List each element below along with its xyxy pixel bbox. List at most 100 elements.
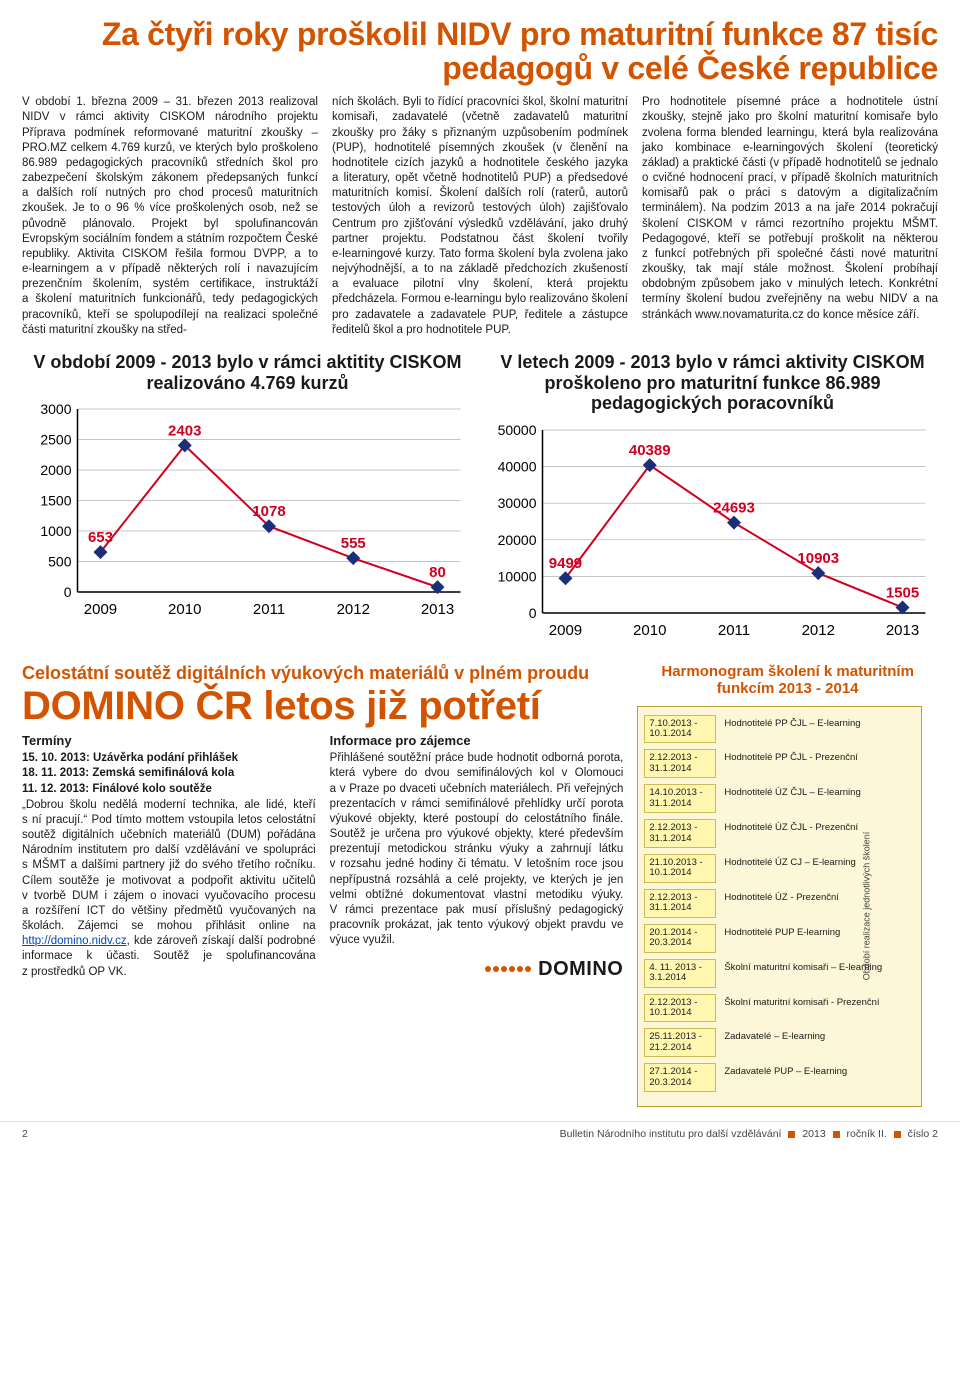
harmonogram-box: 7.10.2013 - 10.1.2014 Hodnotitelé PP ČJL … bbox=[637, 706, 922, 1108]
svg-text:1505: 1505 bbox=[886, 584, 919, 601]
harmonogram-item-label: Hodnotitelé PP ČJL - Prezenční bbox=[724, 749, 915, 763]
svg-text:1500: 1500 bbox=[40, 493, 71, 509]
harmonogram-item-date: 7.10.2013 - 10.1.2014 bbox=[644, 715, 716, 744]
svg-text:40389: 40389 bbox=[629, 442, 671, 459]
domino-link[interactable]: http://domino.nidv.cz bbox=[22, 935, 127, 947]
harmonogram-item: 7.10.2013 - 10.1.2014 Hodnotitelé PP ČJL … bbox=[644, 715, 915, 744]
harmonogram-item-date: 27.1.2014 - 20.3.2014 bbox=[644, 1063, 716, 1092]
svg-text:2011: 2011 bbox=[253, 601, 285, 618]
svg-text:0: 0 bbox=[64, 584, 72, 600]
svg-text:555: 555 bbox=[341, 535, 366, 552]
footer-page-number: 2 bbox=[22, 1128, 28, 1140]
svg-text:2010: 2010 bbox=[168, 601, 201, 618]
harmonogram-item-label: Hodnotitelé ÚZ ČJL – E-learning bbox=[724, 784, 915, 798]
domino-subhead: Celostátní soutěž digitálních výukových … bbox=[22, 663, 623, 684]
harmonogram-item-date: 14.10.2013 - 31.1.2014 bbox=[644, 784, 716, 813]
domino-title: DOMINO ČR letos již potřetí bbox=[22, 686, 623, 726]
harmonogram-item: 4. 11. 2013 - 3.1.2014Školní maturitní k… bbox=[644, 959, 915, 988]
main-headline: Za čtyři roky proškolil NIDV pro maturit… bbox=[22, 18, 938, 85]
footer-cislo: číslo 2 bbox=[908, 1128, 938, 1140]
harmonogram-item-date: 2.12.2013 - 31.1.2014 bbox=[644, 889, 716, 918]
footer-bulletin: Bulletin Národního institutu pro další v… bbox=[560, 1128, 782, 1140]
svg-text:2011: 2011 bbox=[718, 622, 750, 639]
svg-text:3000: 3000 bbox=[40, 401, 71, 417]
svg-text:2403: 2403 bbox=[168, 423, 201, 440]
svg-text:1078: 1078 bbox=[252, 504, 285, 521]
harmonogram-item: 20.1.2014 - 20.3.2014 Hodnotitelé PUP E-l… bbox=[644, 924, 915, 953]
svg-text:2009: 2009 bbox=[84, 601, 117, 618]
domino-terms-head: Termíny bbox=[22, 732, 316, 749]
svg-text:500: 500 bbox=[48, 554, 72, 570]
domino-col2-text: Přihlášené soutěžní práce bude hodnotit … bbox=[330, 751, 624, 948]
domino-terms: 15. 10. 2013: Uzávěrka podání přihlášek … bbox=[22, 751, 316, 797]
harmonogram-item-date: 21.10.2013 - 10.1.2014 bbox=[644, 854, 716, 883]
harmonogram-section: Harmonogram školení k maturitním funkcím… bbox=[637, 663, 938, 1107]
article-text-2: ních školách. Byli to řídící pracovníci … bbox=[332, 95, 628, 338]
article-col-2: ních školách. Byli to řídící pracovníci … bbox=[332, 95, 628, 338]
chart-kurzy-title: V období 2009 - 2013 bylo v rámci aktiti… bbox=[22, 352, 473, 393]
chart-pedagogove-svg: 0 10000 20000 30000 40000 50000 9499 40389 24693… bbox=[487, 420, 938, 645]
svg-text:30000: 30000 bbox=[498, 495, 537, 511]
harmonogram-item: 25.11.2013 - 21.2.2014 Zadavatelé – E-lea… bbox=[644, 1028, 915, 1057]
domino-col-1: Termíny 15. 10. 2013: Uzávěrka podání př… bbox=[22, 732, 316, 983]
svg-text:10000: 10000 bbox=[498, 568, 537, 584]
svg-text:2013: 2013 bbox=[421, 601, 454, 618]
article-columns: V období 1. března 2009 – 31. březen 201… bbox=[22, 95, 938, 338]
svg-text:80: 80 bbox=[429, 564, 446, 581]
domino-section: Celostátní soutěž digitálních výukových … bbox=[22, 663, 623, 1107]
harmonogram-item-label: Zadavatelé PUP – E-learning bbox=[724, 1063, 915, 1077]
harmonogram-item: 2.12.2013 - 10.1.2014Školní maturitní ko… bbox=[644, 994, 915, 1023]
article-col-3: Pro hodnotitele písemné práce a hodnotit… bbox=[642, 95, 938, 338]
harmonogram-item-date: 20.1.2014 - 20.3.2014 bbox=[644, 924, 716, 953]
article-col-1: V období 1. března 2009 – 31. březen 201… bbox=[22, 95, 318, 338]
svg-text:2012: 2012 bbox=[337, 601, 370, 618]
harmonogram-item-label: Hodnotitelé ÚZ - Prezenční bbox=[724, 889, 915, 903]
svg-text:10903: 10903 bbox=[797, 550, 839, 567]
svg-text:2010: 2010 bbox=[633, 622, 666, 639]
harmonogram-item-label: Školní maturitní komisaři – E-learning bbox=[724, 959, 915, 973]
footer-square-icon bbox=[788, 1131, 795, 1138]
footer-square-icon bbox=[894, 1131, 901, 1138]
chart-kurzy-svg: 0 500 1000 1500 2000 2500 3000 653 2403 1078 555 80… bbox=[22, 399, 473, 624]
chart-pedagogove: V letech 2009 - 2013 bylo v rámci aktivi… bbox=[487, 352, 938, 645]
footer-year: 2013 bbox=[802, 1128, 825, 1140]
svg-text:1000: 1000 bbox=[40, 523, 71, 539]
harmonogram-item-label: Zadavatelé – E-learning bbox=[724, 1028, 915, 1042]
svg-text:653: 653 bbox=[88, 529, 113, 546]
svg-text:9499: 9499 bbox=[549, 555, 582, 572]
harmonogram-item-label: Hodnotitelé ÚZ ČJL - Prezenční bbox=[724, 819, 915, 833]
svg-text:24693: 24693 bbox=[713, 500, 755, 517]
harmonogram-item-label: Školní maturitní komisaři - Prezenční bbox=[724, 994, 915, 1008]
domino-col-2: Informace pro zájemce Přihlášené soutěžn… bbox=[330, 732, 624, 983]
harmonogram-item: 2.12.2013 - 31.1.2014 Hodnotitelé ÚZ ČJL … bbox=[644, 819, 915, 848]
domino-col1-text: „Dobrou školu nedělá moderní technika, a… bbox=[22, 799, 316, 932]
harmonogram-item-date: 2.12.2013 - 31.1.2014 bbox=[644, 749, 716, 778]
svg-text:2000: 2000 bbox=[40, 462, 71, 478]
domino-info-head: Informace pro zájemce bbox=[330, 732, 624, 749]
svg-text:2013: 2013 bbox=[886, 622, 919, 639]
footer-rocnik: ročník II. bbox=[847, 1128, 887, 1140]
harmonogram-title: Harmonogram školení k maturitním funkcím… bbox=[637, 663, 938, 698]
harmonogram-item-label: Hodnotitelé PP ČJL – E-learning bbox=[724, 715, 915, 729]
svg-text:50000: 50000 bbox=[498, 422, 537, 438]
svg-text:0: 0 bbox=[529, 605, 537, 621]
article-text-3: Pro hodnotitele písemné práce a hodnotit… bbox=[642, 95, 938, 323]
domino-logo-dots bbox=[484, 962, 532, 977]
chart-pedagogove-title: V letech 2009 - 2013 bylo v rámci aktivi… bbox=[487, 352, 938, 414]
domino-logo: DOMINO bbox=[330, 956, 624, 982]
footer-square-icon bbox=[833, 1131, 840, 1138]
domino-logo-text: DOMINO bbox=[538, 956, 623, 982]
harmonogram-item-date: 25.11.2013 - 21.2.2014 bbox=[644, 1028, 716, 1057]
svg-text:20000: 20000 bbox=[498, 532, 537, 548]
svg-text:40000: 40000 bbox=[498, 459, 537, 475]
svg-text:2500: 2500 bbox=[40, 432, 71, 448]
harmonogram-item-label: Hodnotitelé PUP E-learning bbox=[724, 924, 915, 938]
page-footer: 2 Bulletin Národního institutu pro další… bbox=[0, 1121, 960, 1148]
harmonogram-item: 14.10.2013 - 31.1.2014 Hodnotitelé ÚZ ČJL… bbox=[644, 784, 915, 813]
harmonogram-item-date: 2.12.2013 - 31.1.2014 bbox=[644, 819, 716, 848]
chart-kurzy: V období 2009 - 2013 bylo v rámci aktiti… bbox=[22, 352, 473, 645]
harmonogram-item: 27.1.2014 - 20.3.2014 Zadavatelé PUP – E-… bbox=[644, 1063, 915, 1092]
svg-text:2012: 2012 bbox=[802, 622, 835, 639]
harmonogram-item-label: Hodnotitelé ÚZ CJ – E-learning bbox=[724, 854, 915, 868]
harmonogram-item: 2.12.2013 - 31.1.2014 Hodnotitelé ÚZ - Pr… bbox=[644, 889, 915, 918]
